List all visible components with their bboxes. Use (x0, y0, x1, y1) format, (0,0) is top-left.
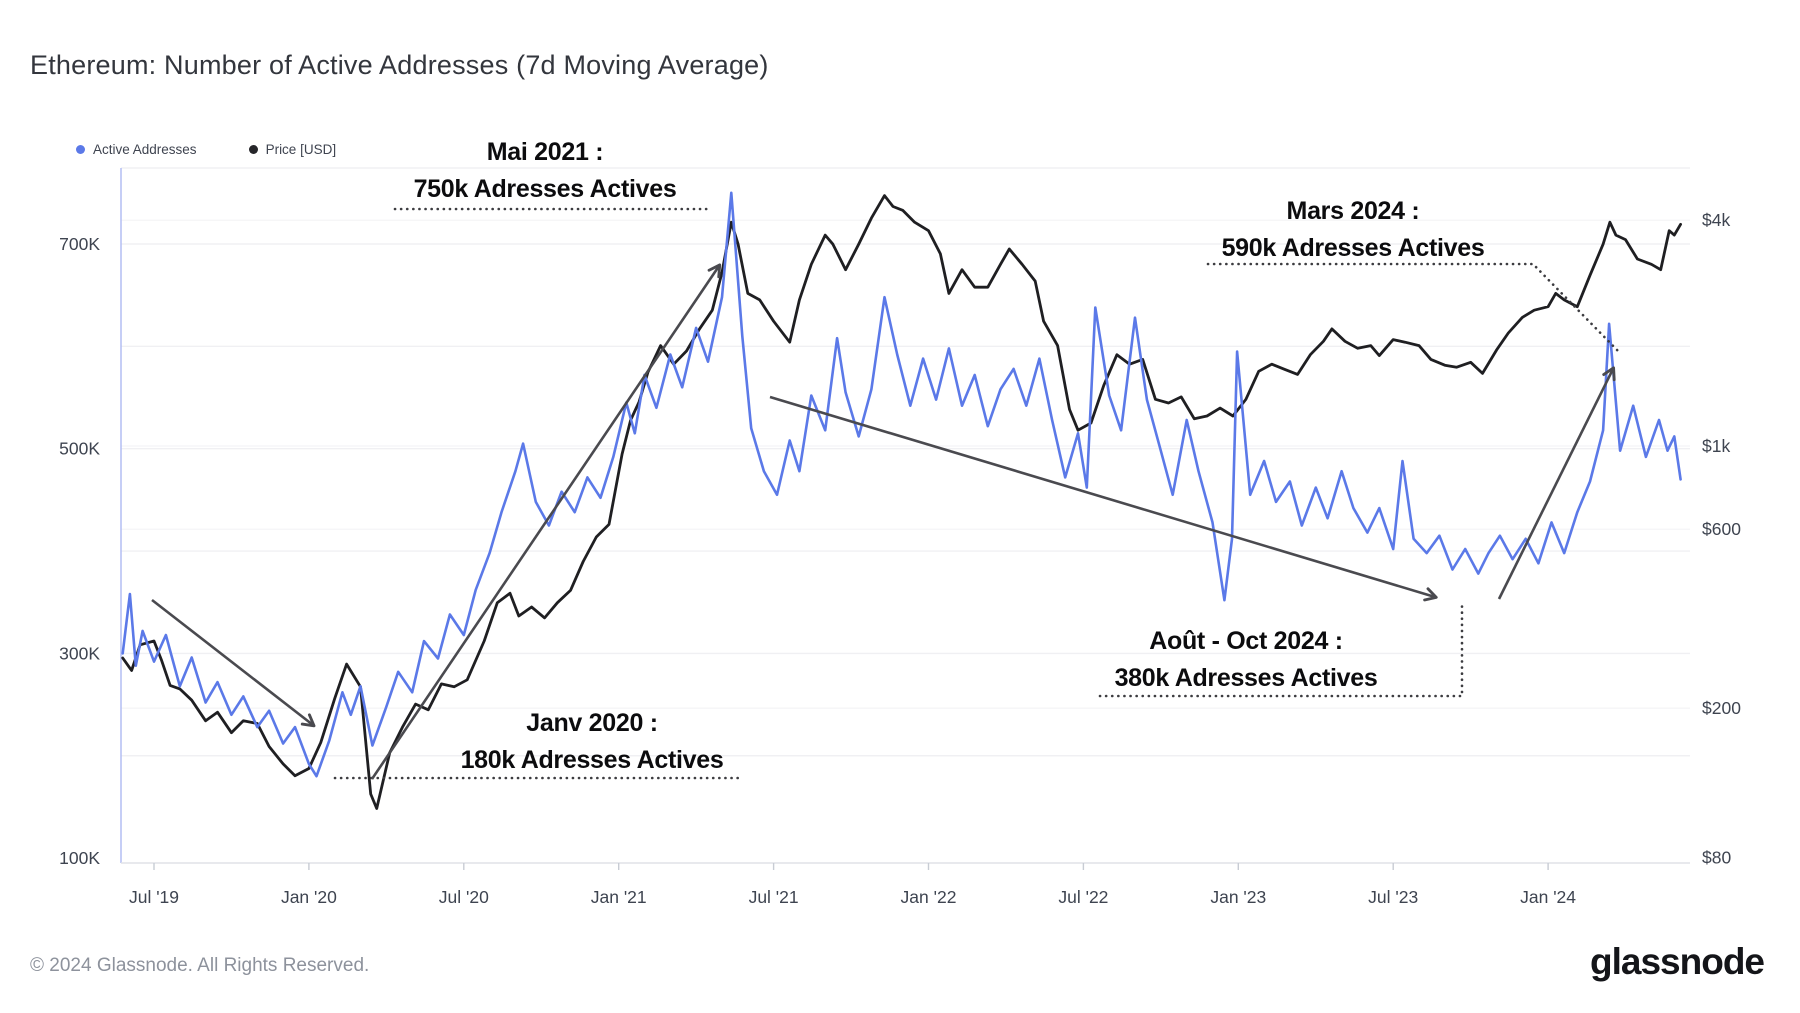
x-tick-label-2: Jul '20 (439, 887, 489, 907)
arrow-2021-2023-decline (769, 395, 1438, 602)
annotation-mai-2021-line2: 750k Adresses Actives (413, 175, 677, 203)
price-line (121, 194, 1682, 810)
y-right-label-2: $600 (1702, 519, 1741, 539)
annotation-janv-2020-line1: Janv 2020 : (526, 709, 658, 737)
y-right-label-3: $200 (1702, 698, 1741, 718)
axes: Jul '19 Jan '20 Jul '20 Jan '21 Jul '21 Jan '… (59, 168, 1741, 907)
x-tick-label-5: Jan '22 (901, 887, 957, 907)
legend-item-active-addresses[interactable]: Active Addresses (76, 142, 197, 157)
annotation-aout-2024: Août - Oct 2024 : 380k Adresses Actives (1115, 623, 1378, 697)
annotation-janv-2020-line2: 180k Adresses Actives (460, 746, 724, 774)
annotation-janv-2020: Janv 2020 : 180k Adresses Actives (461, 705, 724, 779)
annotation-mai-2021: Mai 2021 : 750k Adresses Actives (414, 134, 677, 208)
x-tick-label-7: Jan '23 (1210, 887, 1266, 907)
callout-connectors (333, 207, 1622, 780)
annotation-mars-2024: Mars 2024 : 590k Adresses Actives (1222, 193, 1485, 267)
x-tick-label-3: Jan '21 (591, 887, 647, 907)
copyright-text: © 2024 Glassnode. All Rights Reserved. (30, 955, 370, 976)
legend-label-active-addresses: Active Addresses (93, 142, 197, 157)
y-left-label-1: 500K (59, 439, 100, 459)
annotation-mai-2021-line1: Mai 2021 : (486, 138, 604, 166)
annotation-aout-2024-line1: Août - Oct 2024 : (1149, 627, 1343, 655)
arrow-2019-decline (151, 598, 316, 728)
price-usd-dot-icon (248, 145, 258, 154)
dotted-connector-mars-2024 (1206, 262, 1622, 355)
x-tick-label-6: Jul '22 (1058, 887, 1108, 907)
x-tick-label-9: Jan '24 (1520, 887, 1576, 907)
y-right-label-1: $1k (1702, 436, 1730, 456)
active-addresses-dot-icon (76, 145, 85, 154)
x-tick-label-0: Jul '19 (129, 887, 179, 907)
chart-legend: Active Addresses Price [USD] (76, 142, 336, 157)
trend-arrows (151, 263, 1616, 780)
y-right-label-0: $4k (1702, 210, 1730, 230)
annotation-mars-2024-line2: 590k Adresses Actives (1221, 234, 1485, 262)
active-addresses-line (121, 191, 1682, 778)
gridlines (121, 167, 1690, 757)
x-tick-label-1: Jan '20 (281, 887, 337, 907)
arrow-2020-rise (370, 263, 722, 780)
y-left-label-3: 100K (59, 848, 100, 868)
series-lines (121, 191, 1682, 810)
page-title: Ethereum: Number of Active Addresses (7d… (30, 50, 769, 80)
y-right-label-4: $80 (1702, 847, 1731, 867)
annotation-aout-2024-line2: 380k Adresses Actives (1114, 664, 1378, 692)
y-left-label-0: 700K (59, 234, 100, 254)
glassnode-logo: glassnode (1590, 941, 1765, 982)
x-tick-label-8: Jul '23 (1368, 887, 1418, 907)
annotation-mars-2024-line1: Mars 2024 : (1286, 197, 1420, 225)
y-left-label-2: 300K (59, 643, 100, 663)
x-tick-label-4: Jul '21 (749, 887, 799, 907)
legend-item-price-usd[interactable]: Price [USD] (248, 142, 337, 157)
arrow-2024-rise (1497, 366, 1616, 600)
legend-label-price-usd: Price [USD] (265, 142, 337, 157)
